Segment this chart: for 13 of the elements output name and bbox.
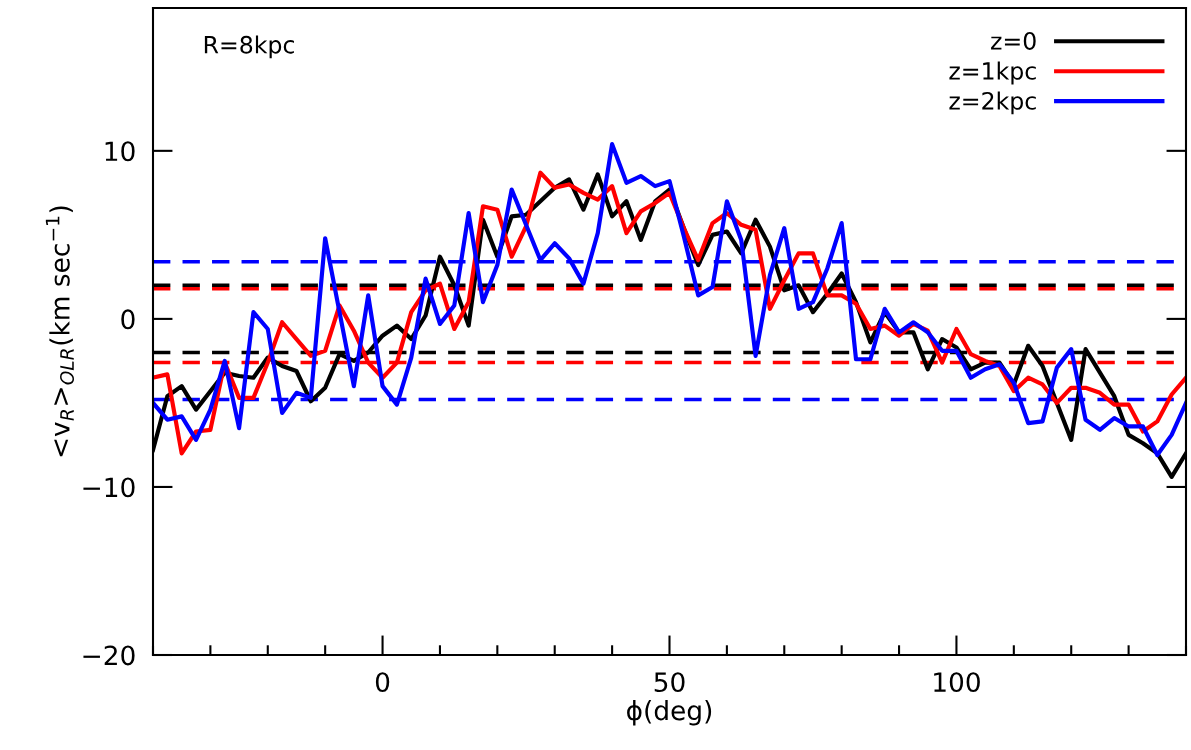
y-tick-label: 0	[121, 309, 135, 330]
x-tick-label: 50	[654, 672, 685, 693]
legend-label: z=1kpc	[949, 61, 1036, 85]
y-axis-title: <v$_{R}$>$_{OLR}$(km sec$^{−1}$)	[45, 206, 75, 457]
x-tick-label: 100	[934, 672, 980, 693]
y-tick-label: 10	[105, 141, 135, 162]
x-tick-label: 0	[375, 672, 390, 693]
annotation: R=8kpc	[204, 35, 294, 59]
y-tick-label: −10	[83, 477, 135, 498]
legend-label: z=0	[991, 32, 1036, 50]
y-tick-label: −20	[83, 645, 135, 666]
x-axis-title: ϕ(deg)	[627, 699, 712, 726]
legend-label: z=2kpc	[949, 91, 1036, 115]
